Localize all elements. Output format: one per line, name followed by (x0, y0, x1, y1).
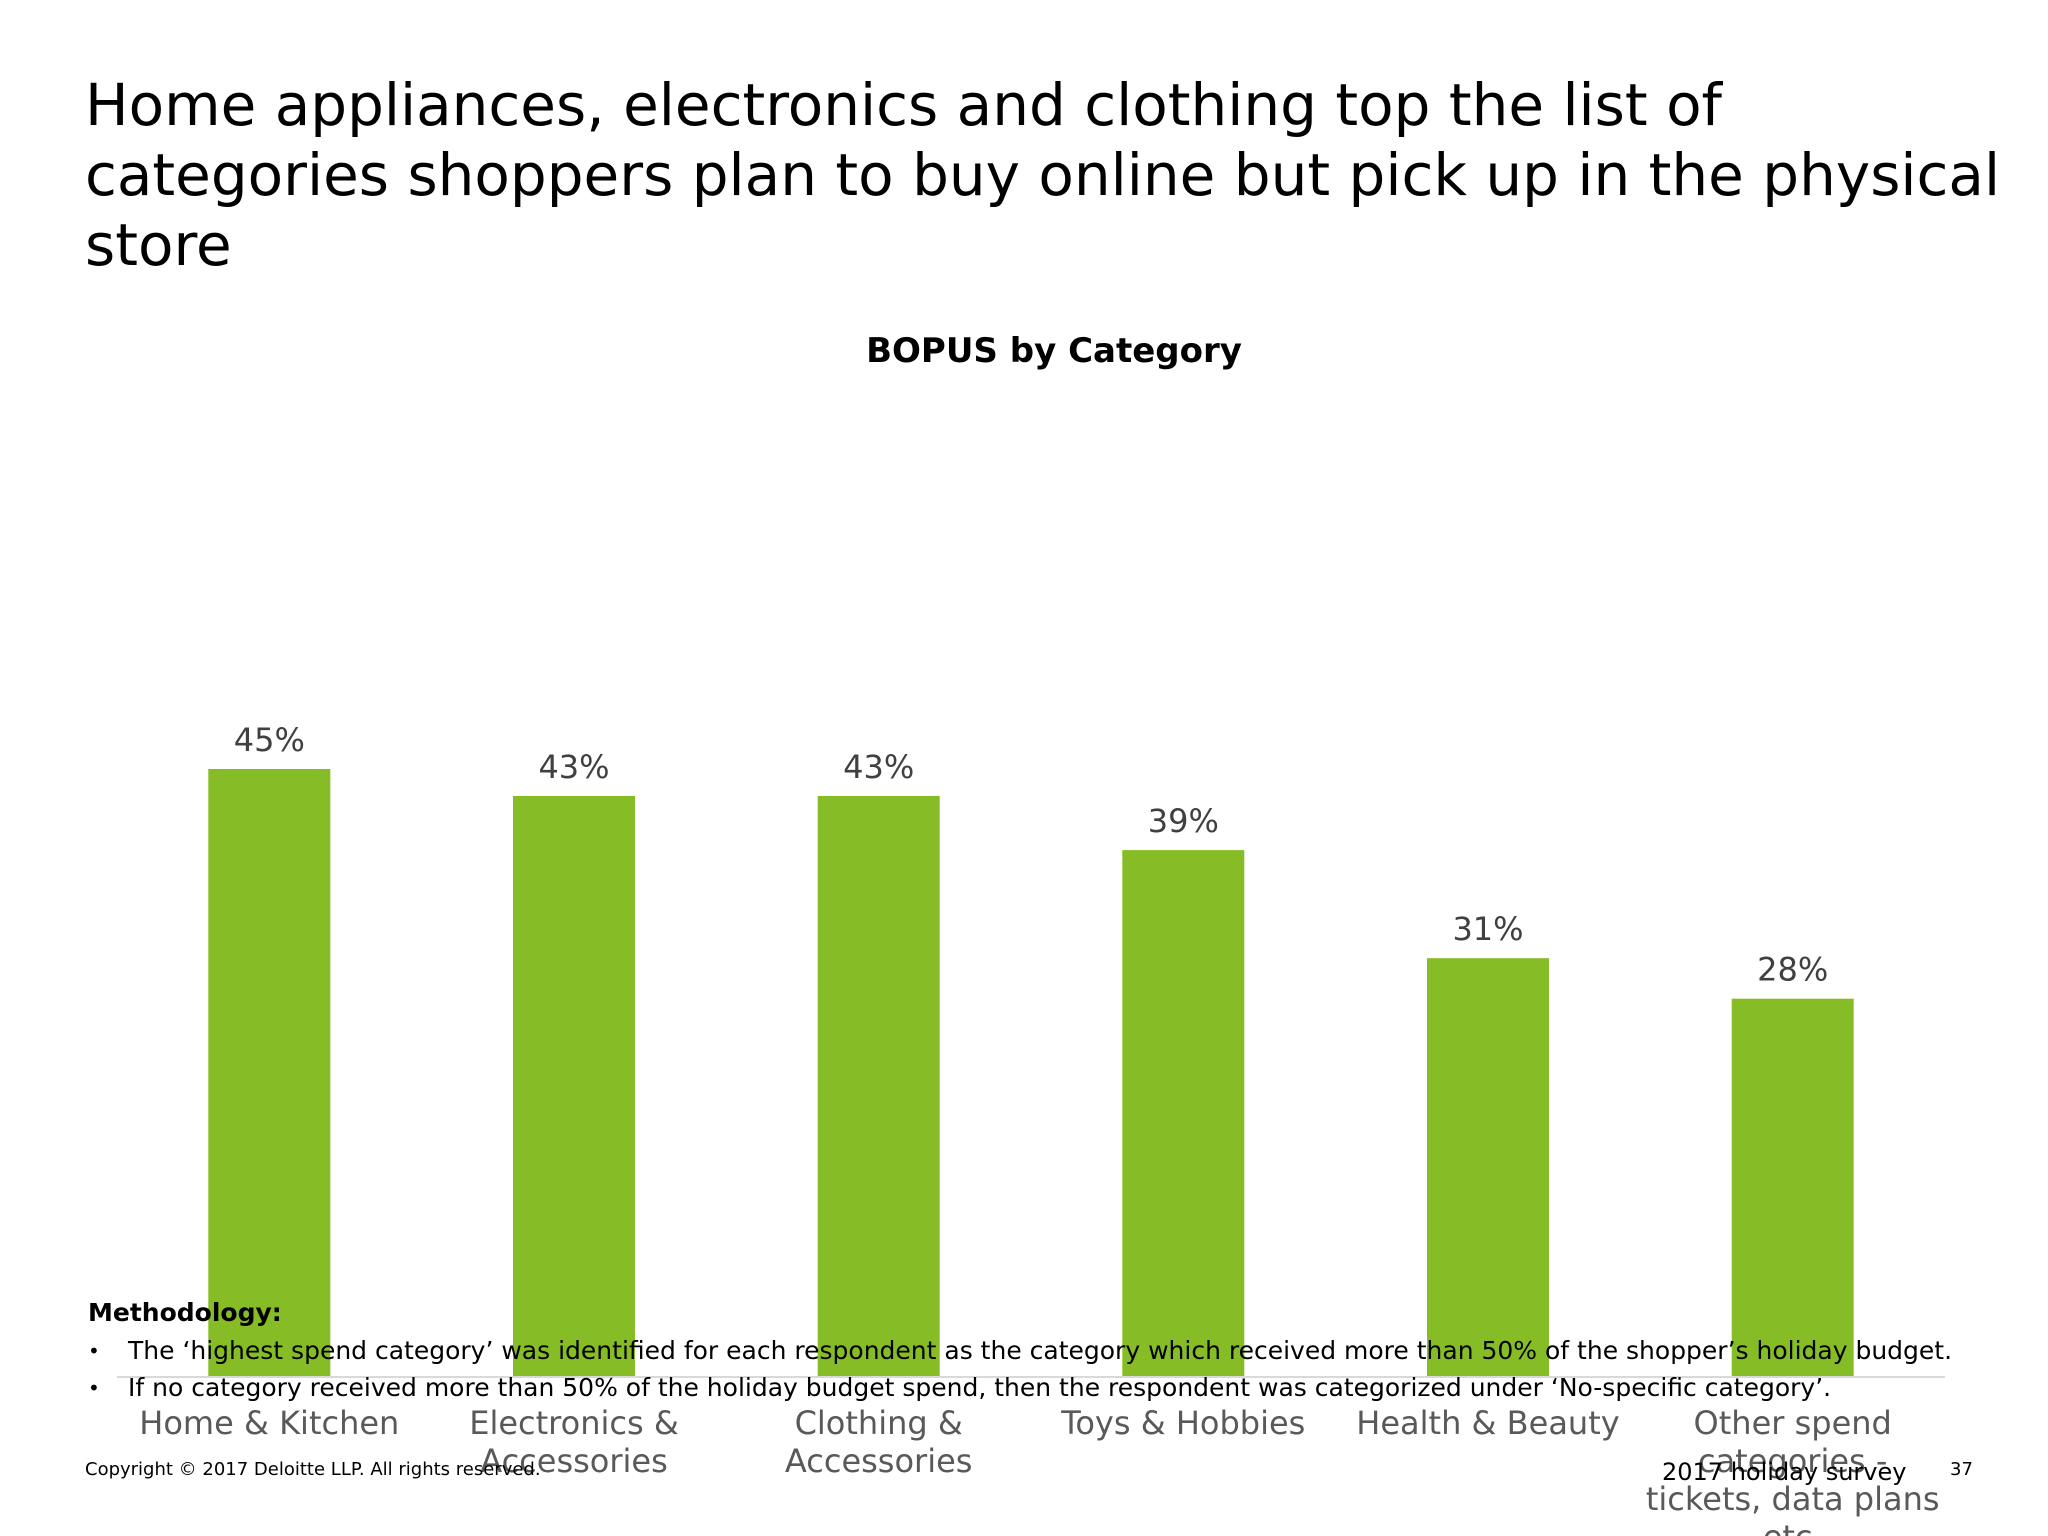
chart-svg: BOPUS by Category 45% 43% 43% 39% 31% 28% Hom… (117, 331, 1945, 1536)
category-label-line: Accessories (785, 1442, 973, 1480)
category-label-line: Electronics & (469, 1404, 679, 1442)
methodology-heading: Methodology: (88, 1298, 282, 1327)
bar (1122, 850, 1245, 1377)
bar-value-label: 28% (1757, 951, 1828, 989)
slide-title: Home appliances, electronics and clothin… (85, 71, 2001, 279)
category-label-line: etc. (1763, 1518, 1823, 1536)
bar (1427, 958, 1549, 1377)
bar (208, 769, 331, 1377)
bullet-icon: • (88, 1339, 100, 1363)
category-label: Home & Kitchen (139, 1404, 399, 1442)
category-label-line: tickets, data plans (1646, 1480, 1940, 1518)
category-labels-group: Home & Kitchen Electronics & AccessoriesCl… (139, 1404, 1939, 1536)
category-label-line: Health & Beauty (1356, 1404, 1619, 1442)
footer-page-number: 37 (1950, 1459, 1973, 1480)
bar (817, 796, 940, 1377)
value-labels-group: 45% 43% 43% 39% 31% 28% (234, 721, 1829, 989)
category-label: Clothing & Accessories (785, 1404, 973, 1480)
footer-survey-label: 2017 holiday survey (1662, 1458, 1907, 1486)
methodology-item-text: The ‘highest spend category’ was identif… (128, 1336, 1953, 1365)
bar-value-label: 43% (843, 748, 914, 786)
bullet-icon: • (88, 1376, 100, 1400)
bar (1731, 998, 1854, 1377)
category-label-line: Clothing & (795, 1404, 963, 1442)
bar-value-label: 43% (538, 748, 609, 786)
bar-value-label: 31% (1452, 910, 1523, 948)
bar-value-label: 39% (1148, 802, 1219, 840)
methodology-list: • The ‘highest spend category’ was ident… (88, 1335, 1968, 1404)
category-label-line: Accessories (480, 1442, 668, 1480)
category-label: Toys & Hobbies (1060, 1404, 1305, 1442)
category-label-line: Home & Kitchen (139, 1404, 399, 1442)
category-label: Health & Beauty (1356, 1404, 1619, 1442)
methodology-item: • If no category received more than 50% … (88, 1372, 1968, 1404)
chart-title: BOPUS by Category (866, 331, 1242, 371)
category-label-line: Other spend (1694, 1404, 1892, 1442)
category-label-line: categories - (1698, 1442, 1887, 1480)
bar-value-label: 45% (234, 721, 305, 759)
bar-chart: BOPUS by Category 45% 43% 43% 39% 31% 28% Hom… (0, 300, 2048, 1536)
methodology-item: • The ‘highest spend category’ was ident… (88, 1335, 1968, 1367)
methodology-item-text: If no category received more than 50% of… (128, 1373, 1832, 1402)
category-label: Other spend categories -tickets, data pla… (1646, 1404, 1940, 1536)
category-label: Electronics & Accessories (469, 1404, 679, 1480)
category-label-line: Toys & Hobbies (1060, 1404, 1305, 1442)
bars-group (208, 769, 1854, 1377)
methodology-section: Methodology: • The ‘highest spend catego… (88, 1297, 1968, 1409)
bar (513, 796, 635, 1377)
footer-copyright: Copyright © 2017 Deloitte LLP. All right… (85, 1459, 541, 1480)
